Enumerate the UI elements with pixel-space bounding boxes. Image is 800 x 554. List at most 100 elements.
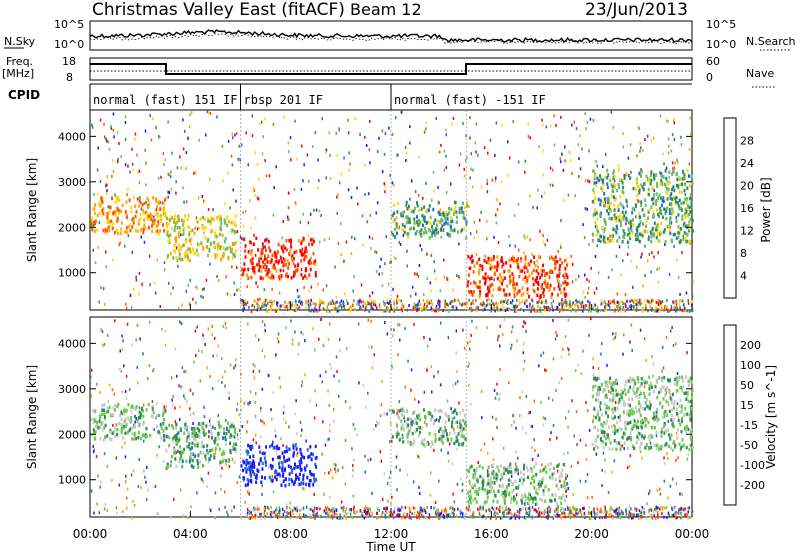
heatmap-noise-cell <box>539 229 541 233</box>
heatmap-echo-cell <box>651 226 654 231</box>
heatmap-noise-cell <box>333 462 336 466</box>
heatmap-ground-cell <box>404 516 406 519</box>
heatmap-noise-cell <box>578 157 580 161</box>
heatmap-noise-cell <box>691 280 694 284</box>
heatmap-echo-cell <box>413 217 416 221</box>
heatmap-ground-cell <box>422 515 425 519</box>
heatmap-ground-cell <box>553 509 556 513</box>
heatmap-noise-cell <box>652 210 655 214</box>
heatmap-echo-cell <box>293 271 296 275</box>
heatmap-echo-cell <box>231 256 234 260</box>
heatmap-noise-cell <box>595 181 598 184</box>
heatmap-noise-cell <box>574 194 576 198</box>
heatmap-ground-cell <box>345 516 347 520</box>
heatmap-noise-cell <box>270 408 272 412</box>
heatmap-ground-cell <box>353 505 355 509</box>
heatmap-noise-cell <box>375 424 377 428</box>
heatmap-echo-cell <box>639 232 641 236</box>
heatmap-ground-cell <box>241 298 244 302</box>
heatmap-echo-cell <box>141 433 144 437</box>
heatmap-noise-cell <box>249 390 252 394</box>
heatmap-noise-cell <box>292 262 295 266</box>
heatmap-ground-cell <box>649 507 652 511</box>
heatmap-ground-cell <box>273 515 276 518</box>
heatmap-ground-cell <box>244 302 247 306</box>
heatmap-noise-cell <box>233 281 235 285</box>
heatmap-noise-cell <box>110 124 112 128</box>
heatmap-noise-cell <box>135 278 138 282</box>
y-tick-label: 1000 <box>58 267 86 280</box>
heatmap-ground-cell <box>683 303 685 307</box>
heatmap-noise-cell <box>249 400 251 404</box>
heatmap-ground-cell <box>376 516 378 520</box>
heatmap-ground-cell <box>547 514 550 518</box>
heatmap-noise-cell <box>456 380 459 384</box>
heatmap-ground-cell <box>402 308 405 312</box>
heatmap-ground-cell <box>406 513 408 516</box>
heatmap-noise-cell <box>236 481 239 485</box>
heatmap-noise-cell <box>135 338 137 342</box>
heatmap-echo-cell <box>196 444 199 448</box>
heatmap-noise-cell <box>522 368 525 371</box>
heatmap-noise-cell <box>159 305 161 308</box>
heatmap-echo-cell <box>564 271 567 276</box>
heatmap-noise-cell <box>126 322 129 326</box>
heatmap-ground-cell <box>561 305 563 309</box>
heatmap-echo-cell <box>657 196 660 200</box>
heatmap-noise-cell <box>183 200 185 204</box>
heatmap-noise-cell <box>380 459 383 463</box>
heatmap-ground-cell <box>438 302 441 306</box>
heatmap-noise-cell <box>551 398 554 402</box>
heatmap-echo-cell <box>407 231 410 236</box>
heatmap-echo-cell <box>690 201 693 205</box>
heatmap-noise-cell <box>301 428 303 432</box>
heatmap-ground-cell <box>414 507 416 511</box>
heatmap-ground-cell <box>336 300 338 304</box>
heatmap-noise-cell <box>431 390 433 394</box>
heatmap-noise-cell <box>252 369 255 373</box>
heatmap-ground-cell <box>616 515 618 519</box>
heatmap-ground-cell <box>301 300 303 304</box>
heatmap-noise-cell <box>240 372 242 376</box>
heatmap-ground-cell <box>616 305 618 309</box>
heatmap-ground-cell <box>514 309 516 313</box>
heatmap-echo-cell <box>114 213 117 217</box>
heatmap-echo-cell <box>142 227 145 232</box>
heatmap-echo-cell <box>204 236 207 240</box>
heatmap-ground-cell <box>654 507 656 511</box>
heatmap-ground-cell <box>268 507 270 511</box>
heatmap-echo-cell <box>677 204 680 208</box>
heatmap-ground-cell <box>571 307 574 311</box>
heatmap-noise-cell <box>318 209 321 213</box>
heatmap-noise-cell <box>463 214 465 218</box>
heatmap-echo-cell <box>141 409 144 413</box>
heatmap-noise-cell <box>147 377 149 381</box>
heatmap-noise-cell <box>396 294 399 298</box>
heatmap-ground-cell <box>601 516 603 520</box>
heatmap-ground-cell <box>340 304 342 308</box>
heatmap-noise-cell <box>405 204 407 207</box>
heatmap-ground-cell <box>294 299 297 303</box>
heatmap-ground-cell <box>328 309 331 313</box>
heatmap-ground-cell <box>326 510 329 514</box>
heatmap-noise-cell <box>334 265 336 269</box>
heatmap-noise-cell <box>529 410 531 414</box>
heatmap-noise-cell <box>600 352 602 356</box>
heatmap-ground-cell <box>545 299 547 303</box>
heatmap-ground-cell <box>472 511 475 515</box>
heatmap-echo-cell <box>288 261 290 266</box>
heatmap-noise-cell <box>523 251 525 255</box>
heatmap-noise-cell <box>649 441 652 445</box>
heatmap-echo-cell <box>226 216 229 220</box>
heatmap-echo-cell <box>125 226 128 230</box>
heatmap-echo-cell <box>280 256 283 260</box>
heatmap-echo-cell <box>479 289 482 294</box>
heatmap-ground-cell <box>544 309 546 313</box>
heatmap-echo-cell <box>178 450 181 455</box>
heatmap-ground-cell <box>341 516 344 520</box>
heatmap-ground-cell <box>549 510 551 514</box>
heatmap-ground-cell <box>516 305 518 309</box>
heatmap-echo-cell <box>688 212 690 217</box>
heatmap-echo-cell <box>258 265 261 269</box>
heatmap-ground-cell <box>479 515 481 519</box>
